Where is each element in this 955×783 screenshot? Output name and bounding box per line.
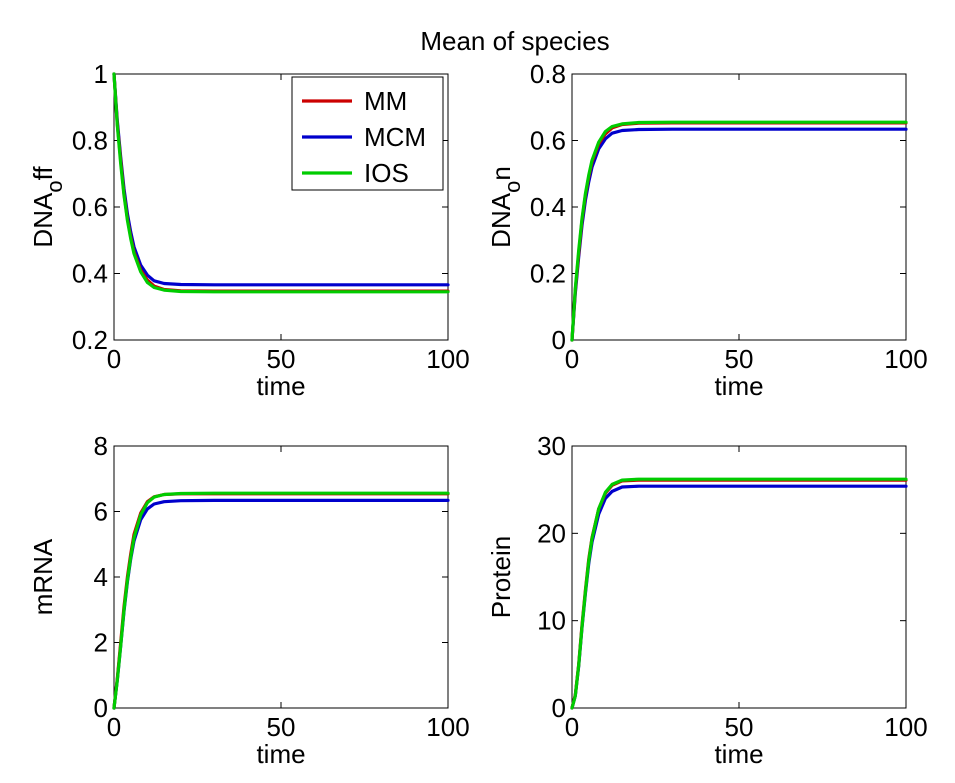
y-tick-label: 20: [537, 518, 566, 548]
x-tick-label: 50: [725, 344, 754, 374]
subplot-4: 0 50 100 0 10 20 30 time Protein: [486, 431, 928, 769]
figure-title: Mean of species: [420, 26, 609, 56]
y-tick-label: 0.8: [72, 126, 108, 156]
y-tick-label: 0.4: [530, 192, 566, 222]
y-tick-label: 0.4: [72, 259, 108, 289]
legend-label-mm: MM: [364, 86, 407, 116]
y-tick-label: 1: [94, 59, 108, 89]
x-tick-label: 0: [107, 344, 121, 374]
y-tick-label: 0: [552, 325, 566, 355]
x-axis-label: time: [256, 371, 305, 401]
axes-frame: [571, 73, 907, 341]
y-label-main: DNA: [486, 192, 516, 248]
x-axis-label: time: [714, 371, 763, 401]
legend-label-mcm: MCM: [364, 122, 426, 152]
legend-label-ios: IOS: [364, 158, 409, 188]
axes-frame: [571, 445, 907, 709]
x-tick-label: 100: [884, 344, 927, 374]
x-tick-label: 50: [267, 712, 296, 742]
x-axis-label: time: [714, 739, 763, 769]
y-axis-label: mRNA: [28, 538, 58, 615]
subplot-3: 0 50 100 0 2 4 6 8 time mRNA: [28, 431, 470, 769]
x-tick-label: 0: [565, 712, 579, 742]
y-axis-label: Protein: [486, 536, 516, 618]
subplot-2: 0 50 100 0 0.2 0.4 0.6 0.8 time DNAon: [486, 59, 928, 401]
y-tick-label: 0.2: [530, 259, 566, 289]
y-tick-label: 2: [94, 628, 108, 658]
y-tick-label: 0.6: [72, 192, 108, 222]
series-line-ios: [570, 477, 908, 710]
y-label-suffix: ff: [28, 166, 58, 181]
legend-box: [291, 76, 444, 191]
y-tick-label: 30: [537, 431, 566, 461]
x-tick-label: 100: [426, 344, 469, 374]
y-label-suffix: n: [486, 166, 516, 180]
series-line-ios: [112, 72, 450, 294]
x-tick-label: 50: [725, 712, 754, 742]
y-axis-label: DNAon: [486, 166, 525, 248]
x-axis-label: time: [256, 739, 305, 769]
y-tick-label: 4: [94, 562, 108, 592]
x-tick-label: 0: [565, 344, 579, 374]
y-tick-label: 8: [94, 431, 108, 461]
subplot-1: 0 50 100 0.2 0.4 0.6 0.8 1 time DNAoff MM MCM IOS: [28, 59, 470, 401]
y-tick-label: 0: [94, 693, 108, 723]
y-tick-label: 0.8: [530, 59, 566, 89]
y-tick-label: 0.2: [72, 325, 108, 355]
y-label-main: DNA: [28, 192, 58, 248]
series-line-ios: [570, 120, 908, 342]
y-tick-label: 10: [537, 606, 566, 636]
legend: MM MCM IOS: [291, 76, 444, 191]
x-tick-label: 0: [107, 712, 121, 742]
y-label-subscript: o: [500, 181, 525, 193]
y-label-subscript: o: [42, 180, 67, 192]
series-line-ios: [112, 491, 450, 710]
x-tick-label: 50: [267, 344, 296, 374]
y-tick-label: 0: [552, 693, 566, 723]
y-tick-label: 6: [94, 497, 108, 527]
x-tick-label: 100: [426, 712, 469, 742]
y-tick-label: 0.6: [530, 126, 566, 156]
axes-frame: [113, 445, 449, 709]
y-axis-label: DNAoff: [28, 166, 67, 248]
x-tick-label: 100: [884, 712, 927, 742]
